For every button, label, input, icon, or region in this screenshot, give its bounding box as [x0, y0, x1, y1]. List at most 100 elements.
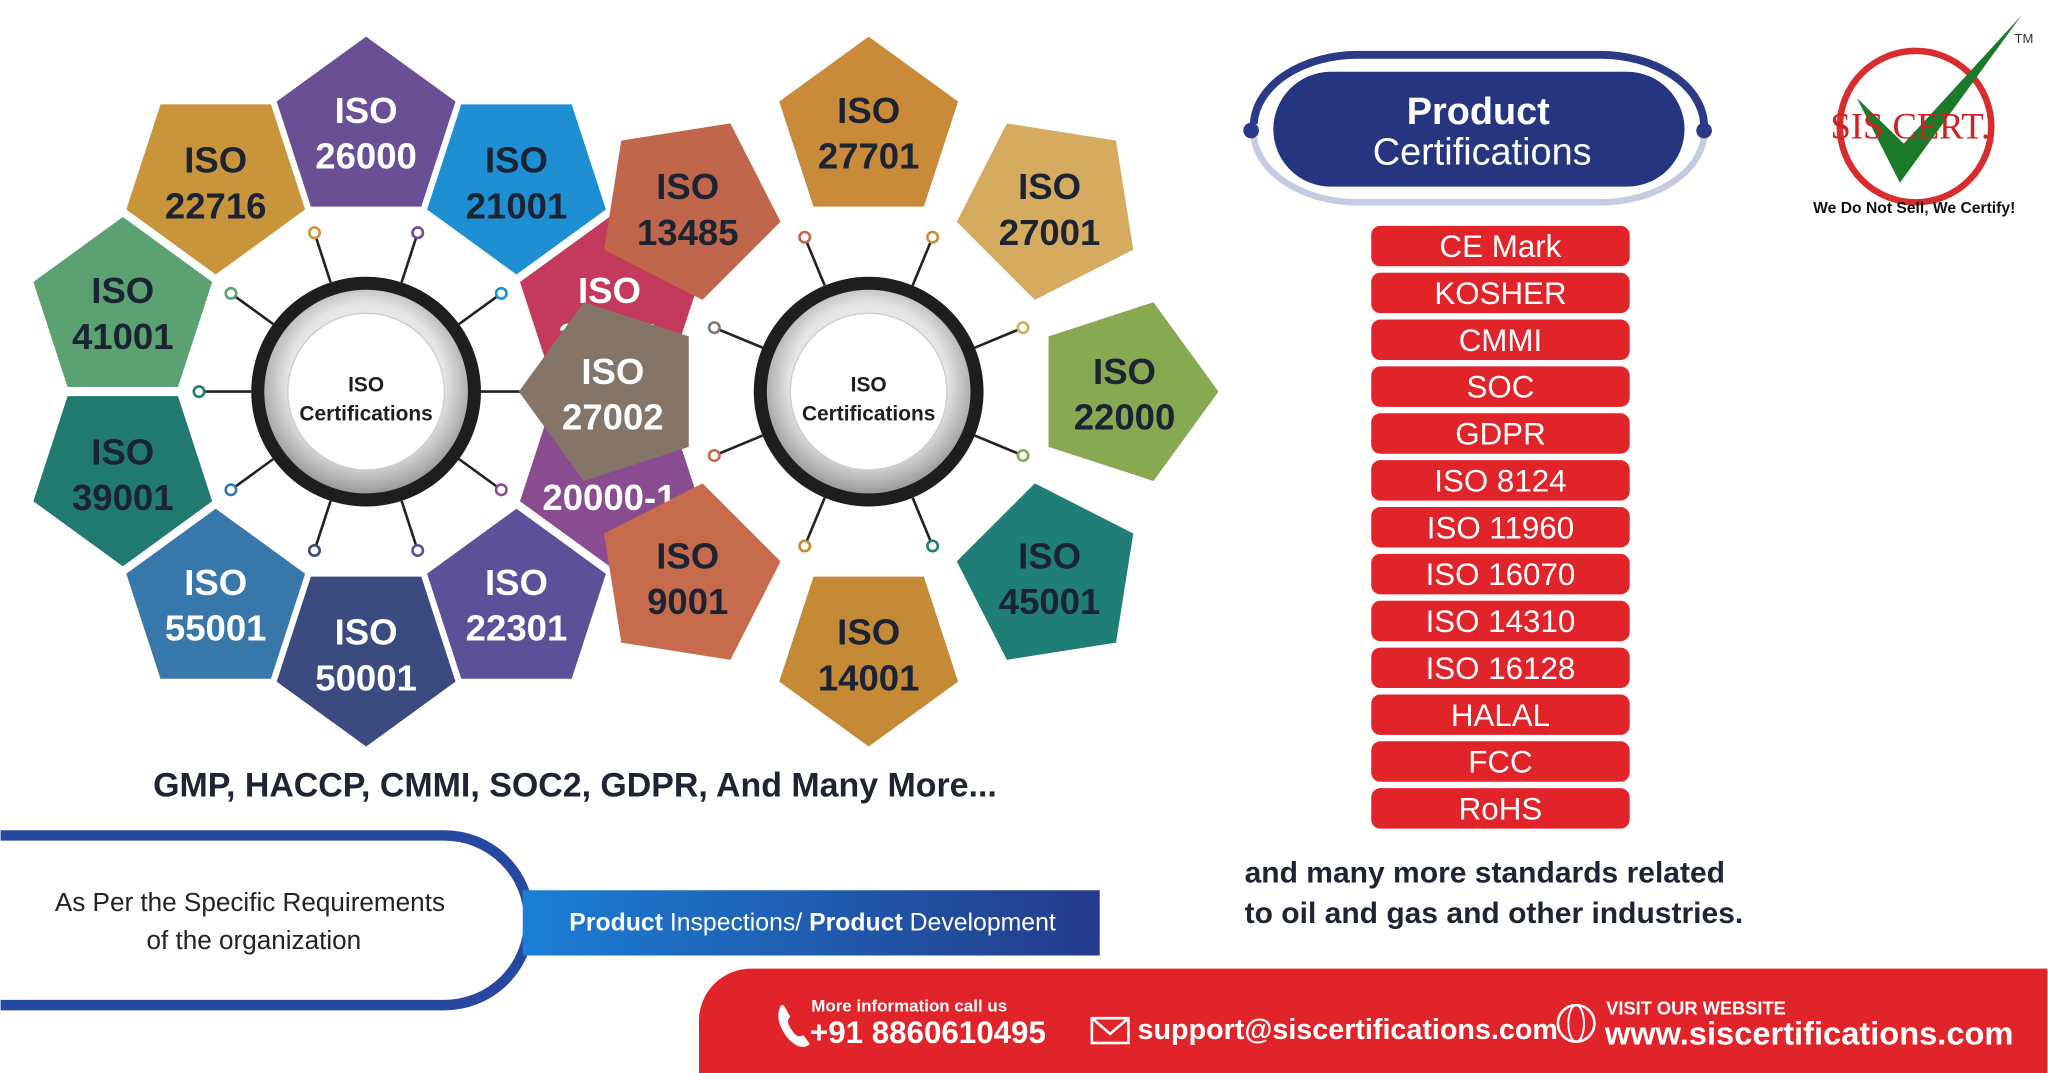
product-item	[1371, 506, 1630, 548]
pentagon-label: 27001	[999, 212, 1101, 253]
spoke-dot	[1016, 321, 1030, 335]
pentagon-label: ISO	[184, 140, 247, 181]
product-label: CMMI	[1459, 323, 1542, 358]
spoke	[803, 236, 826, 286]
pentagon	[956, 483, 1134, 660]
more-standards: and many more standards related	[1245, 856, 1725, 889]
website: www.siscertifications.com	[1604, 1014, 2014, 1051]
product-item	[1371, 694, 1630, 735]
pentagon	[779, 576, 959, 747]
spoke-dot	[307, 543, 321, 558]
phone: +91 8860610495	[810, 1015, 1046, 1050]
spoke	[911, 497, 934, 547]
product-label: HALAL	[1451, 698, 1550, 733]
logo-ring	[1836, 47, 1995, 206]
dot	[1696, 122, 1712, 139]
logo-tagline: We Do Not Sell, We Certify!	[1813, 200, 2015, 217]
spoke-dot	[494, 483, 508, 497]
spoke-dot	[411, 226, 425, 240]
header-arc	[1250, 136, 1708, 206]
pentagon-label: ISO	[1093, 351, 1156, 392]
pentagon	[427, 104, 606, 275]
pentagon	[126, 104, 306, 275]
product-item	[1371, 366, 1630, 407]
pentagon-label: ISO	[837, 90, 900, 131]
product-item	[1371, 741, 1630, 782]
pentagon-label: ISO	[1018, 535, 1081, 576]
mail-icon	[1090, 1016, 1130, 1045]
pentagon	[518, 302, 689, 482]
product-label: ISO 16128	[1426, 651, 1576, 686]
pentagon-label: ISO	[1018, 166, 1081, 207]
requirements: of the organization	[146, 925, 361, 955]
banner-part: Product	[809, 910, 903, 937]
spoke-dot	[494, 286, 508, 300]
phone-icon	[778, 1005, 810, 1047]
product-label: GDPR	[1455, 417, 1545, 452]
banner-part: Inspections/	[663, 910, 809, 937]
spoke	[803, 497, 826, 547]
product-label: KOSHER	[1434, 276, 1566, 311]
pentagon	[126, 508, 306, 679]
hub-label: ISO	[851, 374, 887, 397]
pentagon	[276, 576, 456, 747]
pentagon-label: ISO	[656, 166, 719, 207]
pentagon	[779, 36, 959, 207]
header-title: Certifications	[1373, 131, 1592, 173]
spoke-dot	[707, 449, 721, 463]
spoke	[974, 434, 1024, 457]
product-item	[1371, 225, 1630, 267]
banner	[522, 890, 1100, 956]
pentagon-label: 14001	[818, 657, 920, 698]
product-label: ISO 8124	[1434, 463, 1566, 498]
hub-inner	[789, 312, 948, 471]
pentagon-label: ISO	[91, 431, 154, 472]
spoke	[313, 500, 332, 551]
spoke-dot	[798, 230, 812, 244]
spoke	[230, 292, 274, 326]
spoke-dot	[224, 483, 238, 497]
logo-tm: TM	[2014, 31, 2033, 46]
product-item	[1371, 788, 1630, 829]
pentagon-label: 27701	[818, 135, 920, 176]
pentagon-label: ISO	[91, 270, 154, 311]
pentagon-label: ISO	[485, 562, 548, 603]
pentagon	[1048, 302, 1219, 482]
logo-name: SIS CERT.	[1831, 105, 1991, 146]
banner-text: Product Inspections/ Product Development	[569, 910, 1056, 937]
header-arc	[1249, 50, 1708, 125]
hub-inner	[287, 312, 446, 471]
pentagon	[604, 483, 781, 660]
pentagon-label: ISO	[335, 90, 398, 131]
spoke	[974, 326, 1024, 349]
product-label: ISO 16070	[1426, 557, 1576, 592]
pentagon-label: 45001	[999, 581, 1101, 622]
spoke	[713, 326, 764, 349]
spoke	[400, 232, 419, 283]
product-label: CE Mark	[1440, 229, 1562, 264]
spoke-dot	[411, 543, 425, 558]
pentagon	[276, 36, 456, 207]
product-item	[1371, 553, 1630, 595]
spoke-dot	[192, 385, 206, 399]
pentagon-label: 9001	[647, 581, 728, 622]
web-icon	[1567, 1004, 1585, 1043]
more-standards: to oil and gas and other industries.	[1245, 897, 1744, 930]
product-item	[1371, 647, 1630, 689]
product-item	[1371, 413, 1630, 454]
header-pill	[1273, 71, 1685, 187]
requirements: As Per the Specific Requirements	[55, 887, 445, 917]
pentagon-label: ISO	[335, 612, 398, 653]
dot	[1243, 122, 1259, 139]
pentagon-label: 39001	[72, 477, 174, 518]
pentagon-label: 13485	[637, 212, 739, 253]
pentagon-label: 41001	[72, 316, 174, 357]
more-text: GMP, HACCP, CMMI, SOC2, GDPR, And Many M…	[153, 766, 997, 804]
web-label: VISIT OUR WEBSITE	[1606, 997, 1786, 1018]
product-label: RoHS	[1459, 792, 1543, 827]
spoke-dot	[1016, 449, 1030, 463]
spoke	[400, 500, 419, 551]
hub-label: Certifications	[299, 402, 432, 425]
product-item	[1371, 460, 1630, 501]
